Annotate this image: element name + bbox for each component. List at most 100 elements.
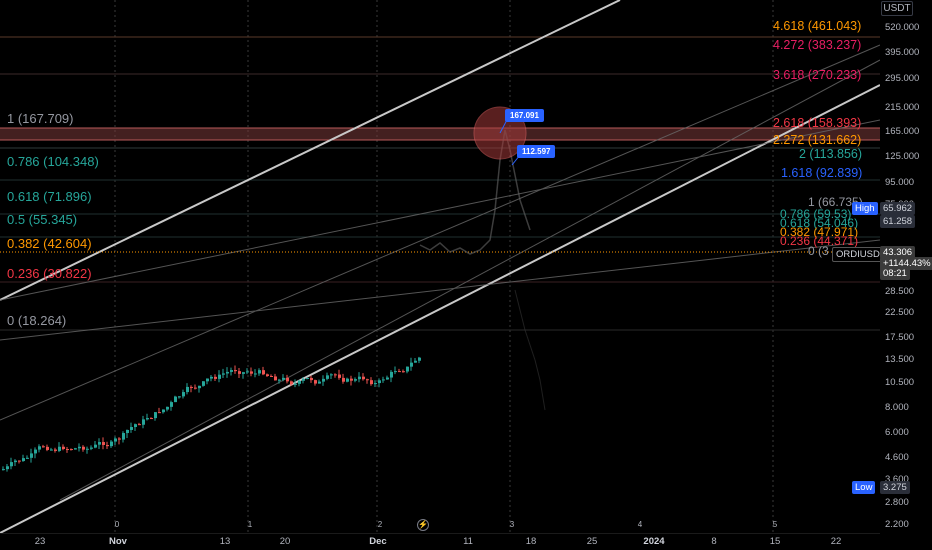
candle-body: [54, 449, 57, 451]
candle-body: [74, 448, 77, 450]
candle-body: [210, 376, 213, 379]
session-marker: 0: [114, 520, 120, 529]
candle-body: [198, 385, 201, 389]
time-tick: Dec: [369, 536, 387, 547]
candle-body: [350, 378, 353, 381]
candle-body: [362, 376, 365, 380]
fib-level-0786: 0.786 (104.348): [7, 154, 99, 169]
candle-body: [62, 446, 65, 450]
candle-body: [170, 402, 173, 407]
price-tick: 13.500: [885, 354, 915, 365]
candle-body: [102, 442, 105, 445]
candle-body: [414, 360, 417, 363]
time-tick: 23: [34, 536, 46, 547]
candle-body: [50, 449, 53, 451]
price-tick: 295.000: [885, 73, 920, 84]
candle-body: [214, 376, 217, 379]
candle-body: [34, 449, 37, 454]
candle-body: [290, 381, 293, 385]
candle-body: [242, 372, 245, 374]
candle-body: [202, 381, 205, 386]
candlesticks: [2, 356, 421, 472]
candle-body: [86, 448, 89, 450]
high-label: High: [852, 202, 878, 215]
candle-body: [318, 381, 321, 384]
candle-body: [342, 377, 345, 382]
candle-body: [122, 433, 125, 440]
candle-body: [410, 362, 413, 367]
candle-body: [246, 371, 249, 373]
candle-body: [134, 424, 137, 428]
fib-level-0: 0 (18.264): [7, 313, 67, 328]
candle-body: [2, 469, 5, 471]
session-marker: 3: [509, 520, 515, 529]
candle-body: [346, 378, 349, 382]
price-tick: 22.500: [885, 307, 915, 318]
price-tick: 95.000: [885, 177, 915, 188]
candle-body: [378, 380, 381, 384]
time-tick: 2024: [643, 536, 665, 547]
candle-body: [278, 379, 281, 381]
price-tick: 125.000: [885, 151, 920, 162]
last-price: 43.306: [880, 246, 916, 259]
candle-body: [390, 371, 393, 378]
currency-badge[interactable]: USDT: [881, 1, 913, 16]
candle-body: [302, 379, 305, 381]
candle-body: [90, 447, 93, 449]
candle-body: [334, 374, 337, 376]
candle-body: [26, 457, 29, 459]
candle-body: [254, 373, 257, 375]
candle-body: [218, 374, 221, 379]
projection-faded: [514, 289, 546, 411]
time-tick: 18: [525, 536, 537, 547]
peak-callout[interactable]: 167.091: [505, 109, 544, 122]
price-tick: 8.000: [885, 402, 909, 413]
candle-body: [306, 377, 309, 380]
candle-body: [58, 446, 61, 451]
high-value: 65.962: [880, 202, 916, 215]
candle-body: [110, 441, 113, 447]
candle-body: [274, 376, 277, 381]
candle-body: [178, 396, 181, 398]
candle-body: [234, 370, 237, 372]
resistance-band: [0, 128, 880, 140]
session-marker: 5: [772, 520, 778, 529]
candle-body: [258, 370, 261, 374]
fib-level-1: 1 (167.709): [7, 111, 74, 126]
second-peak-callout[interactable]: 112.597: [517, 145, 556, 158]
candle-body: [402, 371, 405, 373]
fib-ext-2: 2 (113.856): [799, 147, 863, 161]
time-tick: 13: [219, 536, 231, 547]
fib-ext-2618: 2.618 (158.393): [773, 116, 862, 130]
projection-ghost: [419, 129, 531, 255]
candle-body: [230, 370, 233, 372]
fib-small-0382: 0.382 (47.971): [780, 225, 859, 239]
candle-body: [398, 371, 401, 373]
candle-body: [222, 373, 225, 375]
time-tick: Nov: [109, 536, 127, 547]
channel-lines: [0, 0, 881, 534]
candle-body: [30, 453, 33, 458]
candle-body: [314, 380, 317, 384]
time-tick: 25: [586, 536, 598, 547]
candle-body: [98, 442, 101, 445]
fib-ext-3618: 3.618 (270.233): [773, 68, 862, 82]
bolt-icon[interactable]: ⚡: [417, 519, 429, 531]
fib-small-0618: 0.618 (54.046): [780, 216, 859, 230]
candle-body: [22, 458, 25, 462]
session-marker: 4: [637, 520, 643, 529]
candle-body: [194, 387, 197, 389]
price-tick: 6.000: [885, 427, 909, 438]
price-tick: 2.800: [885, 497, 909, 508]
candle-body: [374, 383, 377, 385]
candle-body: [386, 377, 389, 380]
candle-body: [286, 377, 289, 382]
price-tick: 3.600: [885, 474, 909, 485]
session-marker: 2: [377, 520, 383, 529]
time-axis[interactable]: [0, 533, 880, 550]
time-tick: 8: [711, 536, 717, 547]
candle-body: [354, 379, 357, 381]
fib-ext-1618: 1.618 (92.839): [781, 166, 863, 180]
price-tick: 215.000: [885, 102, 920, 113]
